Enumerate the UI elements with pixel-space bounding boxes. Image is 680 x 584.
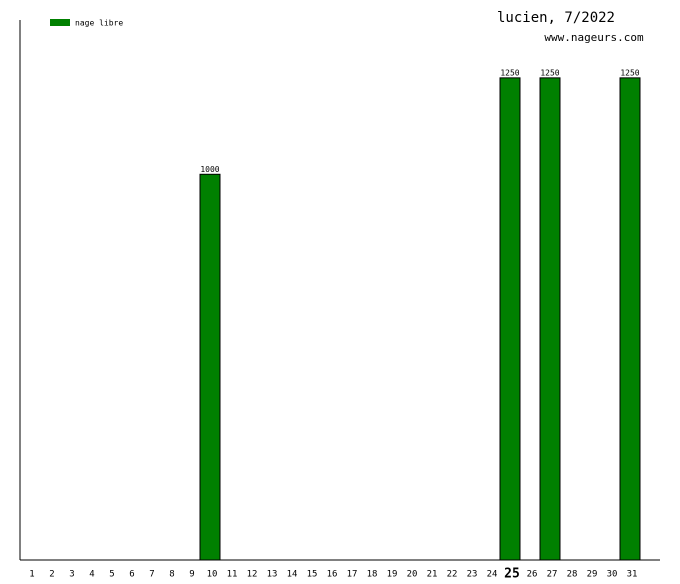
x-tick-label: 17 (347, 570, 358, 580)
x-tick-label: 15 (307, 570, 318, 580)
x-tick-label: 1 (29, 570, 34, 580)
x-tick-label: 24 (487, 570, 498, 580)
chart-subtitle: www.nageurs.com (544, 31, 644, 44)
x-tick-label: 5 (109, 570, 114, 580)
x-tick-label: 2 (49, 570, 54, 580)
x-tick-label: 16 (327, 570, 338, 580)
bar (499, 77, 521, 561)
bar (619, 77, 641, 561)
x-tick-label: 22 (447, 570, 458, 580)
x-tick-label: 7 (149, 570, 154, 580)
value-label: 1000 (200, 165, 219, 174)
x-tick-label: 6 (129, 570, 134, 580)
x-tick-label: 31 (627, 570, 638, 580)
x-tick-label: 9 (189, 570, 194, 580)
x-tick-label: 14 (287, 570, 298, 580)
x-tick-label: 23 (467, 570, 478, 580)
bar (539, 77, 561, 561)
x-tick-label: 25 (504, 567, 520, 581)
x-tick-label: 13 (267, 570, 278, 580)
chart-title: lucien, 7/2022 (497, 10, 615, 26)
value-label: 1250 (620, 68, 639, 77)
x-tick-label: 3 (69, 570, 74, 580)
x-tick-label: 27 (547, 570, 558, 580)
x-tick-label: 29 (587, 570, 598, 580)
x-tick-label: 10 (207, 570, 218, 580)
value-label: 1250 (540, 68, 559, 77)
x-tick-label: 4 (89, 570, 94, 580)
x-tick-label: 12 (247, 570, 258, 580)
x-tick-label: 26 (527, 570, 538, 580)
x-tick-label: 28 (567, 570, 578, 580)
value-label: 1250 (500, 68, 519, 77)
legend-label: nage libre (75, 19, 123, 28)
x-tick-label: 21 (427, 570, 438, 580)
x-tick-label: 20 (407, 570, 418, 580)
bar (199, 173, 221, 561)
x-tick-label: 30 (607, 570, 618, 580)
x-tick-label: 19 (387, 570, 398, 580)
x-tick-label: 8 (169, 570, 174, 580)
x-tick-label: 11 (227, 570, 238, 580)
legend-swatch (50, 19, 70, 26)
x-tick-label: 18 (367, 570, 378, 580)
